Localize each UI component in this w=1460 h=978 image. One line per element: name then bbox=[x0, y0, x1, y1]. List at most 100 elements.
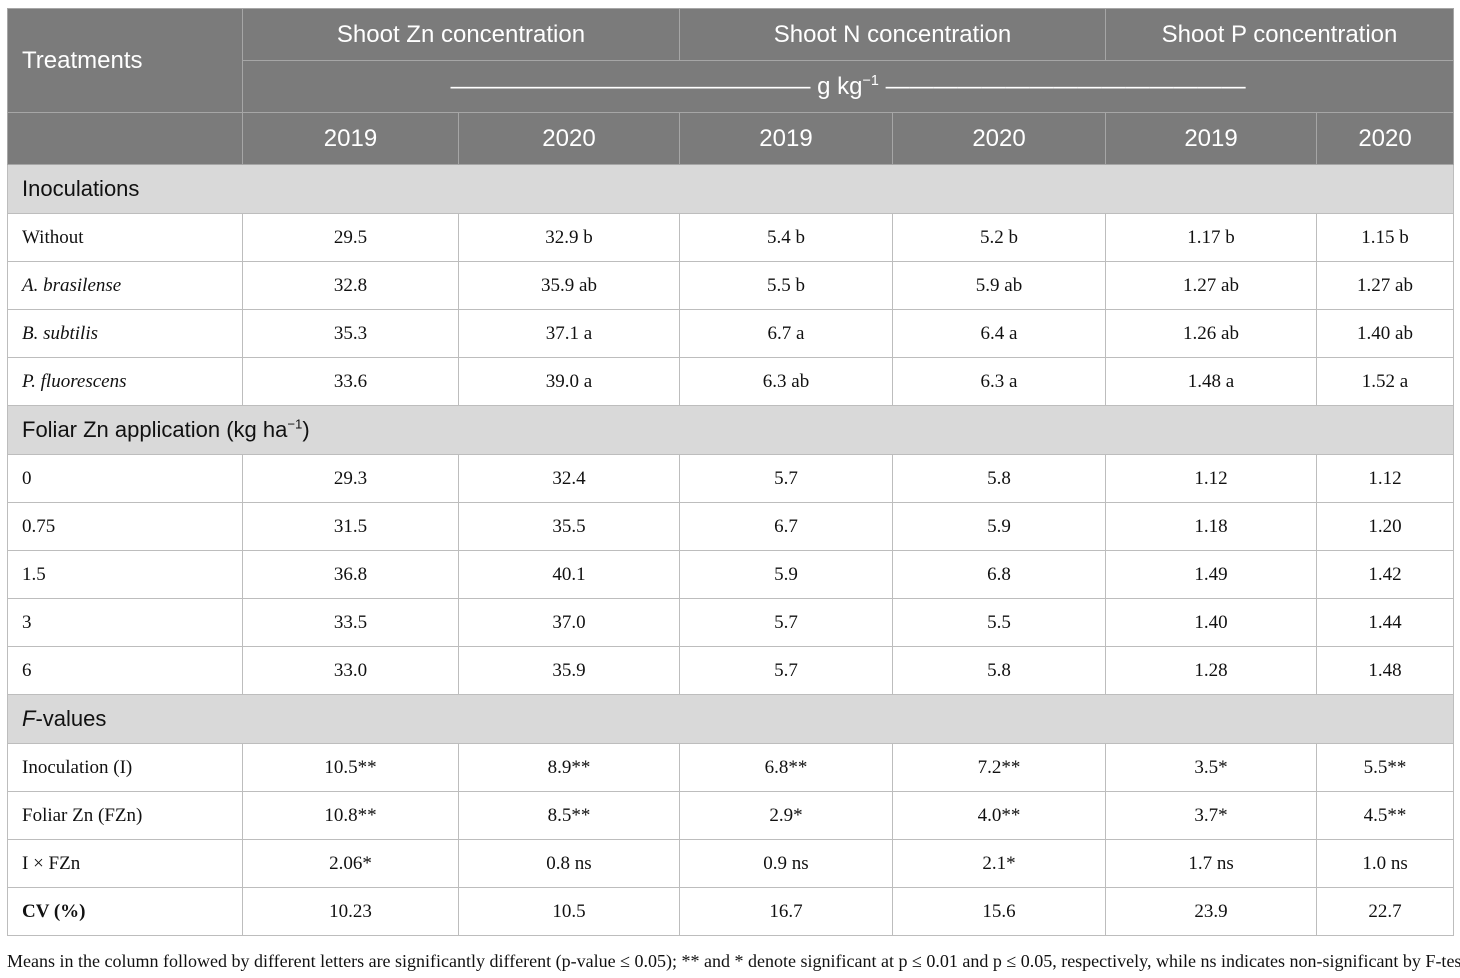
table-cell: 5.2 b bbox=[891, 213, 1107, 262]
table-cell: 5.9 ab bbox=[891, 261, 1107, 310]
table-cell: 1.7 ns bbox=[1105, 839, 1318, 888]
results-table: Treatments Shoot Zn concentration Shoot … bbox=[6, 8, 1455, 936]
table-cell: 37.1 a bbox=[458, 309, 680, 358]
table-cell: 5.7 bbox=[679, 598, 893, 647]
table-cell: 3.5* bbox=[1105, 743, 1318, 792]
table-cell: 5.5 bbox=[891, 598, 1107, 647]
row-label: P. fluorescens bbox=[7, 357, 243, 406]
section-title: F-values bbox=[6, 694, 1455, 744]
row-label: 3 bbox=[7, 598, 243, 647]
unit-header: ——————————————— g kg−1 ——————————————— bbox=[241, 60, 1455, 113]
table-cell: 6.8** bbox=[679, 743, 893, 792]
unit-dashes-left: ——————————————— bbox=[450, 72, 811, 100]
table-cell: 2.9* bbox=[679, 791, 893, 840]
table-cell: 8.5** bbox=[458, 791, 680, 840]
unit-dashes-right: ——————————————— bbox=[885, 72, 1246, 100]
row-label: 0.75 bbox=[7, 502, 243, 551]
table-cell: 1.28 bbox=[1105, 646, 1318, 695]
table-cell: 1.27 ab bbox=[1105, 261, 1318, 310]
row-label: 1.5 bbox=[7, 550, 243, 599]
section-row-foliar: Foliar Zn application (kg ha−1) bbox=[6, 405, 1455, 455]
table-cell: 10.5 bbox=[458, 887, 680, 936]
year-header: 2019 bbox=[679, 112, 893, 165]
shoot-n-header: Shoot N concentration bbox=[678, 8, 1107, 61]
section-title-text: Foliar Zn application (kg ha bbox=[22, 417, 288, 442]
table-row: Without 29.5 32.9 b 5.4 b 5.2 b 1.17 b 1… bbox=[7, 213, 1455, 262]
year-header: 2019 bbox=[242, 112, 459, 165]
table-cell: 1.26 ab bbox=[1105, 309, 1318, 358]
table-cell: 1.18 bbox=[1105, 502, 1318, 551]
table-cell: 0.8 ns bbox=[458, 839, 680, 888]
section-title-superscript: −1 bbox=[287, 416, 303, 432]
table-cell: 10.8** bbox=[242, 791, 459, 840]
table-cell: 37.0 bbox=[458, 598, 680, 647]
table-row: 0.75 31.5 35.5 6.7 5.9 1.18 1.20 bbox=[7, 502, 1455, 551]
table-row: Foliar Zn (FZn) 10.8** 8.5** 2.9* 4.0** … bbox=[7, 791, 1455, 840]
section-row-fvalues: F-values bbox=[6, 694, 1455, 744]
table-cell: 2.06* bbox=[242, 839, 459, 888]
section-title-italic: F bbox=[22, 706, 36, 731]
section-title-close: ) bbox=[302, 417, 310, 442]
year-header: 2020 bbox=[1316, 112, 1455, 165]
table-cell: 29.3 bbox=[242, 454, 459, 503]
table-cell: 35.9 bbox=[458, 646, 680, 695]
table-footnote: Means in the column followed by differen… bbox=[7, 951, 1460, 971]
table-cell: 35.5 bbox=[458, 502, 680, 551]
row-label: I × FZn bbox=[7, 839, 243, 888]
table-cell: 5.9 bbox=[679, 550, 893, 599]
section-row-inoculations: Inoculations bbox=[6, 164, 1455, 214]
table-cell: 1.40 bbox=[1105, 598, 1318, 647]
table-body: Inoculations Without 29.5 32.9 b 5.4 b 5… bbox=[6, 164, 1455, 936]
table-cell: 32.4 bbox=[458, 454, 680, 503]
table-cell: 5.8 bbox=[891, 454, 1107, 503]
table-cell: 39.0 a bbox=[458, 357, 680, 406]
row-label: CV (%) bbox=[7, 887, 243, 936]
table-row: 1.5 36.8 40.1 5.9 6.8 1.49 1.42 bbox=[7, 550, 1455, 599]
table-cell: 1.48 a bbox=[1105, 357, 1318, 406]
table-cell: 1.49 bbox=[1105, 550, 1318, 599]
table-cell: 33.5 bbox=[242, 598, 459, 647]
table-cell: 1.27 ab bbox=[1316, 261, 1455, 310]
table-cell: 1.48 bbox=[1316, 646, 1455, 695]
table-header: Treatments Shoot Zn concentration Shoot … bbox=[7, 8, 1455, 165]
table-cell: 22.7 bbox=[1316, 887, 1455, 936]
section-title-text: -values bbox=[35, 706, 107, 731]
table-cell: 10.23 bbox=[242, 887, 459, 936]
empty-header-cell bbox=[7, 112, 243, 165]
treatments-header: Treatments bbox=[7, 8, 243, 113]
table-row: 6 33.0 35.9 5.7 5.8 1.28 1.48 bbox=[7, 646, 1455, 695]
row-label: B. subtilis bbox=[7, 309, 243, 358]
table-cell: 23.9 bbox=[1105, 887, 1318, 936]
table-row: B. subtilis 35.3 37.1 a 6.7 a 6.4 a 1.26… bbox=[7, 309, 1455, 358]
table-cell: 5.7 bbox=[679, 454, 893, 503]
table-cell: 1.17 b bbox=[1105, 213, 1318, 262]
table-cell: 6.7 bbox=[679, 502, 893, 551]
table-cell: 1.52 a bbox=[1316, 357, 1455, 406]
table-cell: 2.1* bbox=[891, 839, 1107, 888]
row-label: Foliar Zn (FZn) bbox=[7, 791, 243, 840]
table-cell: 5.9 bbox=[891, 502, 1107, 551]
row-label: 6 bbox=[7, 646, 243, 695]
table-cell: 7.2** bbox=[891, 743, 1107, 792]
table-row: 0 29.3 32.4 5.7 5.8 1.12 1.12 bbox=[7, 454, 1455, 503]
year-header: 2020 bbox=[891, 112, 1107, 165]
table-cell: 35.3 bbox=[242, 309, 459, 358]
table-cell: 10.5** bbox=[242, 743, 459, 792]
unit-superscript: −1 bbox=[862, 72, 879, 89]
table-cell: 1.20 bbox=[1316, 502, 1455, 551]
shoot-p-header: Shoot P concentration bbox=[1105, 8, 1455, 61]
table-cell: 5.8 bbox=[891, 646, 1107, 695]
table-cell: 5.7 bbox=[679, 646, 893, 695]
table-cell: 32.9 b bbox=[458, 213, 680, 262]
row-label: A. brasilense bbox=[7, 261, 243, 310]
table-cell: 8.9** bbox=[458, 743, 680, 792]
section-title: Inoculations bbox=[6, 164, 1455, 214]
table-cell: 6.4 a bbox=[891, 309, 1107, 358]
year-header: 2020 bbox=[458, 112, 680, 165]
table-row: 3 33.5 37.0 5.7 5.5 1.40 1.44 bbox=[7, 598, 1455, 647]
table-cell: 33.6 bbox=[242, 357, 459, 406]
table-cell: 5.5** bbox=[1316, 743, 1455, 792]
table-cell: 5.4 b bbox=[679, 213, 893, 262]
shoot-zn-header: Shoot Zn concentration bbox=[242, 8, 680, 61]
table-cell: 36.8 bbox=[242, 550, 459, 599]
